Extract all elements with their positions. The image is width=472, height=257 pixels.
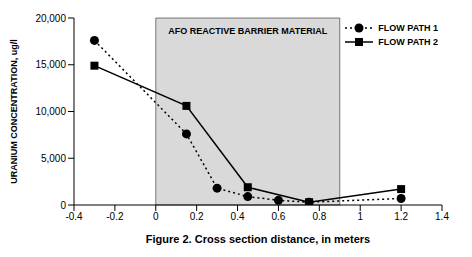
svg-text:0: 0 [60,200,66,211]
svg-text:-0.4: -0.4 [65,211,83,222]
svg-text:AFO REACTIVE BARRIER MATERIAL: AFO REACTIVE BARRIER MATERIAL [168,26,327,36]
html-text:FLOW PATH 2: FLOW PATH 2 [378,37,438,47]
svg-text:20,000: 20,000 [35,13,66,24]
svg-text:15,000: 15,000 [35,59,66,70]
svg-text:-0.2: -0.2 [106,211,124,222]
svg-text:0.6: 0.6 [271,211,285,222]
svg-text:0: 0 [153,211,159,222]
svg-text:0.2: 0.2 [190,211,204,222]
svg-text:0.8: 0.8 [312,211,326,222]
svg-text:0.4: 0.4 [231,211,245,222]
svg-text:Figure 2. Cross section distan: Figure 2. Cross section distance, in met… [146,233,370,245]
svg-text:1.2: 1.2 [394,211,408,222]
html-text:FLOW PATH 1: FLOW PATH 1 [378,23,438,33]
svg-text:10,000: 10,000 [35,106,66,117]
svg-text:5,000: 5,000 [41,153,66,164]
svg-text:1: 1 [357,211,363,222]
svg-text:1.4: 1.4 [435,211,449,222]
svg-text:URANIUM CONCENTRATION, ug/l: URANIUM CONCENTRATION, ug/l [9,39,19,183]
